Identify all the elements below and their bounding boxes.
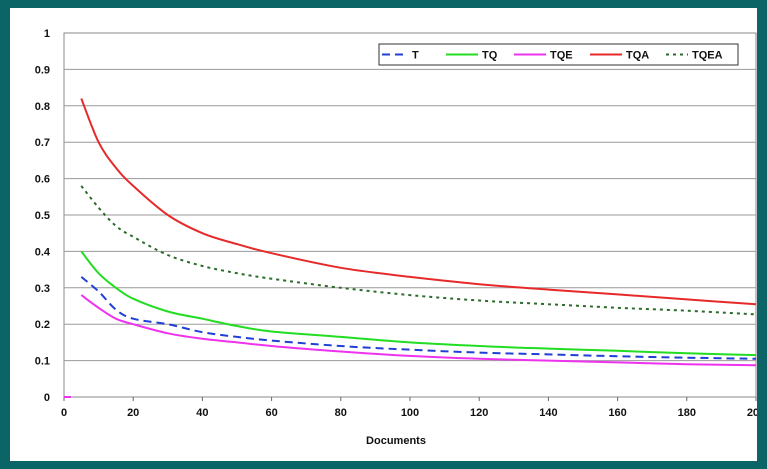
- y-tick-label: 0.3: [35, 283, 50, 295]
- x-tick-label: 20: [127, 407, 139, 419]
- chart-frame: 0 0.1 0.2 0.3 0.4 0.5 0.6 0.7 0.8 0.9 1 0 20 40 60 80 1…: [10, 8, 757, 461]
- legend-label-tqea: TQEA: [692, 50, 723, 62]
- series-line-tq: [80, 250, 757, 357]
- x-tick-label: 60: [265, 407, 277, 419]
- legend-box: [378, 43, 739, 66]
- x-axis-ticks: 0 20 40 60 80 100 120 140 160 180 200: [61, 397, 757, 419]
- x-tick-label: 180: [678, 407, 696, 419]
- y-axis-ticks: 0 0.1 0.2 0.3 0.4 0.5 0.6 0.7 0.8 0.9 1: [35, 28, 51, 404]
- legend-label-tq: TQ: [482, 50, 498, 62]
- y-tick-label: 0.7: [35, 137, 50, 149]
- series-lines: [64, 98, 757, 398]
- legend-label-tqa: TQA: [626, 50, 649, 62]
- x-tick-label: 140: [539, 407, 557, 419]
- legend: T TQ TQE TQA TQEA: [378, 43, 739, 66]
- series-line-tqa: [80, 98, 757, 306]
- x-tick-label: 160: [608, 407, 626, 419]
- y-tick-label: 0.4: [35, 246, 51, 258]
- x-axis-title: Documents: [366, 435, 426, 447]
- series-line-t: [80, 276, 757, 360]
- x-tick-label: 120: [470, 407, 488, 419]
- y-tick-label: 1: [44, 28, 50, 40]
- line-chart: 0 0.1 0.2 0.3 0.4 0.5 0.6 0.7 0.8 0.9 1 0 20 40 60 80 1…: [35, 28, 757, 447]
- y-tick-label: 0.1: [35, 356, 50, 368]
- legend-label-tqe: TQE: [550, 50, 573, 62]
- y-tick-label: 0.2: [35, 319, 50, 331]
- x-tick-label: 40: [196, 407, 208, 419]
- y-tick-label: 0.6: [35, 174, 50, 186]
- series-line-tqe: [80, 294, 757, 367]
- y-tick-label: 0: [44, 392, 50, 404]
- x-tick-label: 200: [747, 407, 757, 419]
- x-tick-label: 100: [401, 407, 419, 419]
- x-tick-label: 80: [335, 407, 347, 419]
- x-tick-label: 0: [61, 407, 67, 419]
- y-tick-label: 0.8: [35, 101, 50, 113]
- y-tick-label: 0.9: [35, 64, 50, 76]
- legend-label-t: T: [412, 50, 419, 62]
- series-line-tqea: [80, 185, 757, 316]
- y-tick-label: 0.5: [35, 210, 50, 222]
- gridlines: [64, 68, 756, 362]
